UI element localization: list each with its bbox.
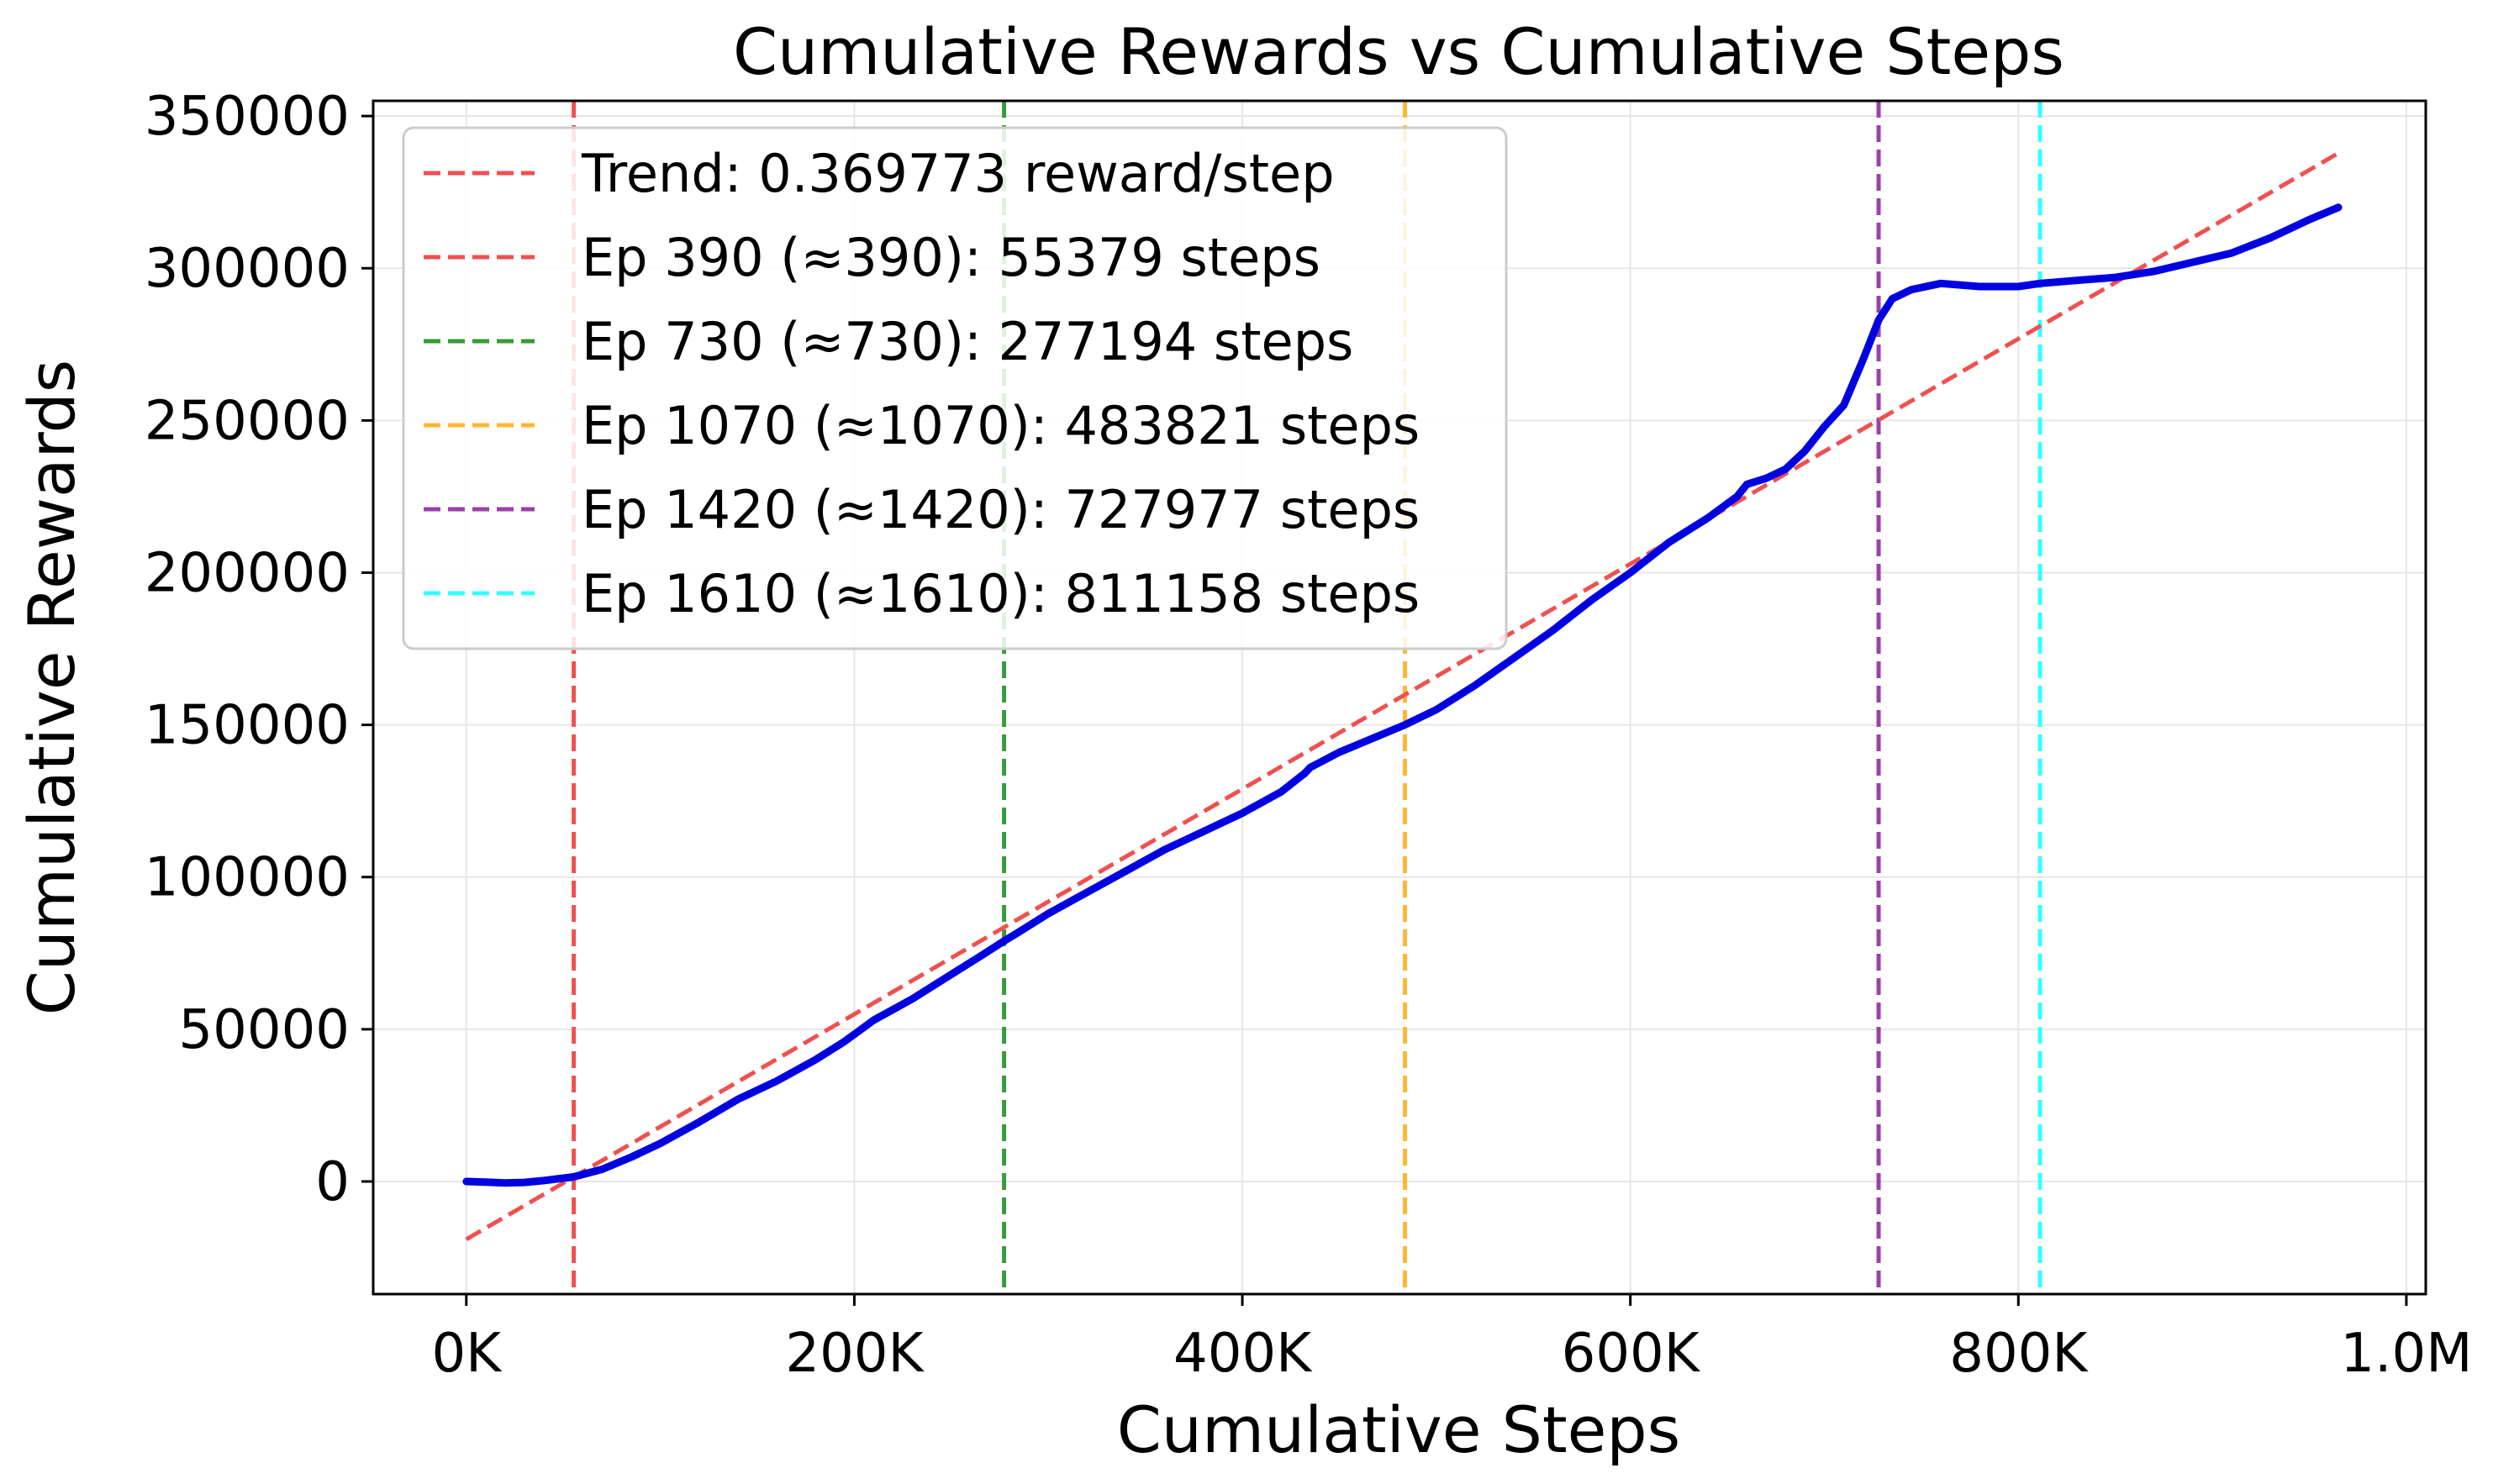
cumulative-rewards-line [462,203,2343,1187]
y-tick-label: 200000 [145,542,350,604]
x-axis-label: Cumulative Steps [1117,1392,1681,1467]
trend-line [465,151,2340,1241]
series-layer [462,151,2343,1241]
legend-label: Ep 1070 (≈1070): 483821 steps [582,395,1420,456]
legend: Trend: 0.369773 reward/step Ep 390 (≈390)… [402,126,1508,650]
legend-label: Trend: 0.369773 reward/step [581,143,1335,204]
x-tick-label: 0K [431,1323,503,1385]
chart-title: Cumulative Rewards vs Cumulative Steps [733,14,2064,89]
legend-label: Ep 1610 (≈1610): 811158 steps [582,563,1420,624]
tick-layer: 0K 200K 400K 600K 800K 1.0M 0 50000 100000 150000… [145,86,2473,1385]
plot-frame [372,99,2427,1296]
y-tick-label: 50000 [178,999,350,1061]
x-tick-label: 200K [785,1323,925,1385]
x-tick-label: 1.0M [2340,1323,2472,1385]
legend-label: Ep 730 (≈730): 277194 steps [582,311,1353,372]
x-tick-label: 800K [1949,1323,2089,1385]
y-tick-label: 350000 [145,86,350,148]
legend-label: Ep 1420 (≈1420): 727977 steps [582,479,1420,540]
x-tick-label: 600K [1562,1323,1701,1385]
x-tick-label: 400K [1173,1323,1313,1385]
legend-label: Ep 390 (≈390): 55379 steps [582,227,1320,288]
y-tick-label: 300000 [145,238,350,300]
y-tick-label: 150000 [145,695,350,757]
y-tick-label: 0 [315,1151,350,1213]
y-axis-label: Cumulative Rewards [14,360,89,1016]
legend-box [402,126,1508,650]
y-tick-label: 100000 [145,847,350,909]
y-tick-label: 250000 [145,390,350,452]
